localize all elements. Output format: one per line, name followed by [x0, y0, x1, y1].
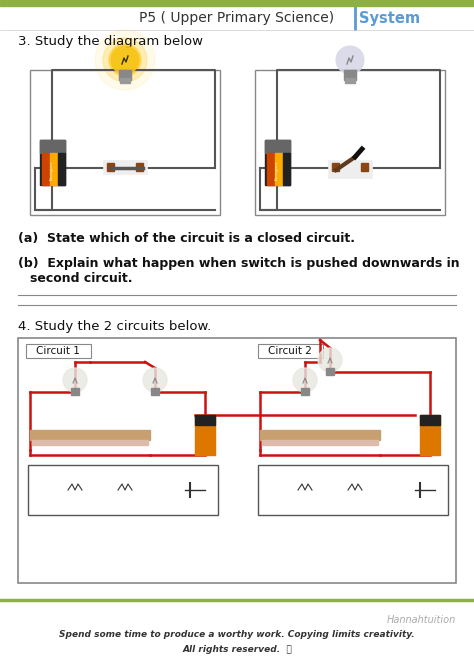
- Text: 3. Study the diagram below: 3. Study the diagram below: [18, 35, 203, 49]
- Bar: [28, 465, 218, 515]
- Bar: [420, 415, 440, 425]
- Text: System: System: [359, 11, 420, 25]
- Text: Hannahtuition: Hannahtuition: [387, 615, 456, 625]
- Text: Circuit 2: Circuit 2: [268, 346, 312, 356]
- Text: Circuit 1: Circuit 1: [36, 346, 80, 356]
- Bar: [26, 344, 91, 358]
- Bar: [119, 70, 131, 80]
- Bar: [258, 344, 323, 358]
- Bar: [326, 368, 334, 375]
- Bar: [50, 153, 57, 185]
- Bar: [107, 163, 114, 171]
- Bar: [18, 338, 456, 583]
- Circle shape: [111, 476, 139, 504]
- Circle shape: [95, 30, 155, 90]
- Text: second circuit.: second circuit.: [30, 272, 133, 285]
- Bar: [405, 480, 435, 500]
- Circle shape: [103, 38, 147, 82]
- Bar: [267, 153, 274, 185]
- Bar: [103, 160, 147, 174]
- Bar: [151, 388, 159, 395]
- Bar: [0, 0, 474, 6]
- Bar: [136, 163, 143, 171]
- Circle shape: [336, 46, 364, 74]
- Text: P5 ( Upper Primary Science): P5 ( Upper Primary Science): [139, 11, 335, 25]
- Bar: [42, 153, 49, 185]
- Bar: [255, 70, 445, 215]
- Bar: [71, 388, 79, 395]
- Text: Energizer: Energizer: [50, 160, 54, 180]
- Bar: [361, 163, 368, 171]
- Bar: [265, 140, 290, 153]
- Text: All rights reserved.  ⓞ: All rights reserved. ⓞ: [182, 645, 292, 654]
- Bar: [328, 160, 372, 178]
- Bar: [175, 480, 205, 500]
- Bar: [262, 440, 378, 445]
- Bar: [265, 140, 290, 185]
- Circle shape: [111, 46, 139, 74]
- Bar: [301, 388, 309, 395]
- Bar: [275, 153, 282, 185]
- Bar: [260, 430, 380, 440]
- Text: Energizer: Energizer: [275, 160, 279, 180]
- Bar: [258, 465, 448, 515]
- Circle shape: [63, 368, 87, 392]
- Text: 4. Study the 2 circuits below.: 4. Study the 2 circuits below.: [18, 320, 211, 333]
- Bar: [332, 163, 339, 171]
- Bar: [420, 415, 440, 455]
- Text: (a)  State which of the circuit is a closed circuit.: (a) State which of the circuit is a clos…: [18, 232, 355, 245]
- Circle shape: [109, 44, 141, 76]
- Circle shape: [61, 476, 89, 504]
- Bar: [40, 140, 65, 153]
- Circle shape: [318, 348, 342, 372]
- Text: Spend some time to produce a worthy work. Copying limits creativity.: Spend some time to produce a worthy work…: [59, 630, 415, 639]
- Bar: [30, 430, 150, 440]
- Circle shape: [341, 476, 369, 504]
- Bar: [120, 78, 130, 83]
- Bar: [344, 70, 356, 80]
- Bar: [40, 140, 65, 185]
- Circle shape: [293, 368, 317, 392]
- Bar: [283, 153, 290, 185]
- Text: (b)  Explain what happen when switch is pushed downwards in: (b) Explain what happen when switch is p…: [18, 257, 460, 270]
- Bar: [195, 415, 215, 455]
- Bar: [32, 440, 148, 445]
- Bar: [195, 415, 215, 425]
- Bar: [30, 70, 220, 215]
- Bar: [345, 78, 355, 83]
- Circle shape: [143, 368, 167, 392]
- Circle shape: [291, 476, 319, 504]
- Bar: [58, 153, 65, 185]
